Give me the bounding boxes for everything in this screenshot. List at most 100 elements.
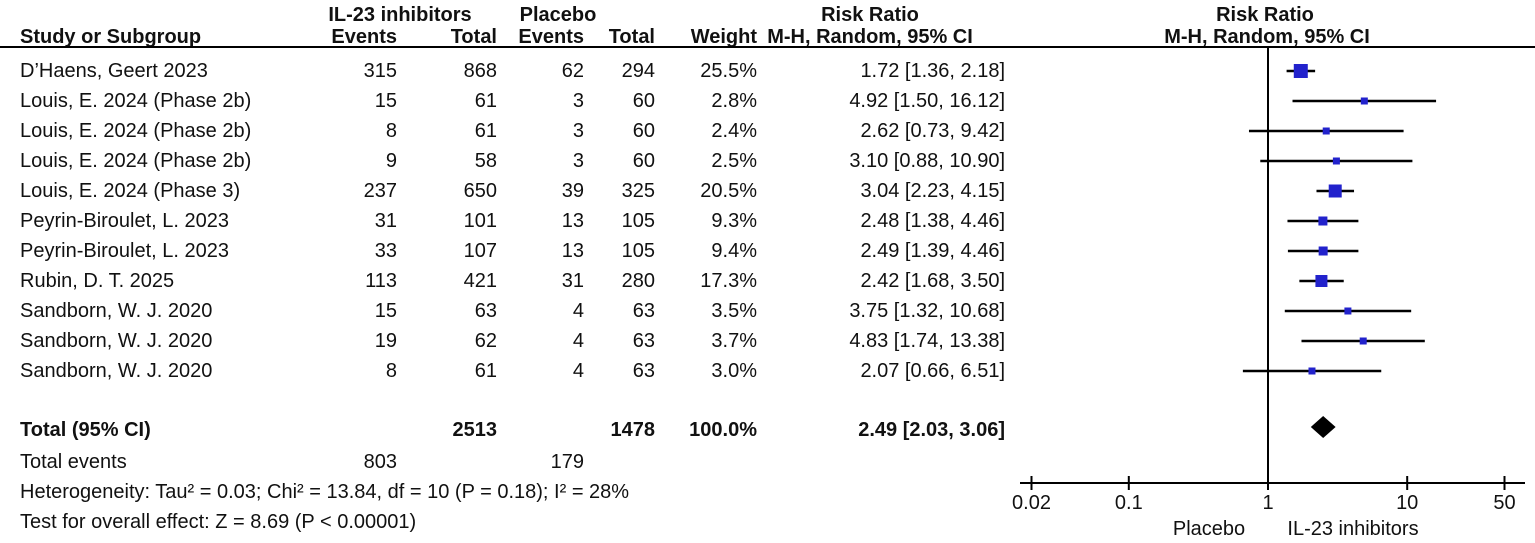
total-events-group1: 803	[363, 451, 397, 473]
weight-value: 20.5%	[700, 180, 757, 202]
risk-ratio-value: 3.75 [1.32, 10.68]	[849, 300, 1005, 322]
risk-ratio-plot-title: Risk Ratio	[1216, 4, 1314, 26]
header-divider	[0, 46, 1535, 48]
events2-value: 4	[572, 360, 584, 382]
col-header-total2: Total	[608, 26, 655, 48]
weight-value: 2.8%	[711, 90, 757, 112]
col-header-study: Study or Subgroup	[20, 26, 202, 48]
effect-size-marker	[1344, 307, 1352, 315]
effect-size-marker	[1308, 367, 1316, 375]
study-name: Sandborn, W. J. 2020	[20, 330, 213, 352]
total-events-label: Total events	[20, 451, 127, 473]
weight-value: 9.4%	[711, 240, 757, 262]
total1-value: 650	[463, 180, 497, 202]
weight-value: 2.4%	[711, 120, 757, 142]
events1-value: 315	[363, 60, 397, 82]
total1-value: 868	[463, 60, 497, 82]
axis-tick-label: 0.02	[1012, 492, 1051, 514]
events2-value: 62	[561, 60, 584, 82]
total1-value: 61	[474, 120, 497, 142]
total-row-rr: 2.49 [2.03, 3.06]	[858, 419, 1005, 441]
effect-size-marker	[1315, 275, 1328, 287]
events2-value: 3	[572, 90, 584, 112]
total-events-group2: 179	[550, 451, 584, 473]
risk-ratio-value: 4.83 [1.74, 13.38]	[849, 330, 1005, 352]
effect-size-marker	[1359, 337, 1367, 345]
total2-value: 325	[621, 180, 655, 202]
events1-value: 113	[365, 270, 397, 292]
col-header-events2: Events	[518, 26, 584, 48]
weight-value: 3.7%	[711, 330, 757, 352]
axis-tick-label: 1	[1262, 492, 1274, 514]
total2-value: 105	[621, 240, 655, 262]
events2-value: 4	[572, 330, 584, 352]
study-name: D’Haens, Geert 2023	[20, 60, 208, 82]
group-header-placebo: Placebo	[519, 4, 597, 26]
events2-value: 13	[561, 240, 584, 262]
study-name: Louis, E. 2024 (Phase 2b)	[20, 90, 252, 112]
risk-ratio-value: 3.10 [0.88, 10.90]	[849, 150, 1005, 172]
total2-value: 60	[632, 120, 655, 142]
events2-value: 4	[572, 300, 584, 322]
total-row-total1: 2513	[452, 419, 498, 441]
weight-value: 3.5%	[711, 300, 757, 322]
events1-value: 19	[374, 330, 397, 352]
total1-value: 61	[474, 360, 497, 382]
total-row-total2: 1478	[610, 419, 656, 441]
risk-ratio-value: 2.62 [0.73, 9.42]	[860, 120, 1005, 142]
events1-value: 8	[385, 360, 397, 382]
total2-value: 60	[632, 150, 655, 172]
events2-value: 31	[561, 270, 584, 292]
risk-ratio-text-title: Risk Ratio	[821, 4, 919, 26]
events1-value: 9	[385, 150, 397, 172]
events1-value: 15	[374, 300, 397, 322]
risk-ratio-value: 4.92 [1.50, 16.12]	[849, 90, 1005, 112]
events2-value: 39	[561, 180, 584, 202]
col-header-total1: Total	[450, 26, 497, 48]
total2-value: 63	[632, 300, 655, 322]
events1-value: 8	[385, 120, 397, 142]
total2-value: 63	[632, 330, 655, 352]
total2-value: 63	[632, 360, 655, 382]
total1-value: 101	[463, 210, 497, 232]
risk-ratio-value: 1.72 [1.36, 2.18]	[860, 60, 1005, 82]
group-header-il23: IL-23 inhibitors	[328, 4, 472, 26]
events2-value: 3	[572, 150, 584, 172]
summary-diamond	[1310, 416, 1336, 438]
weight-value: 25.5%	[700, 60, 757, 82]
study-name: Louis, E. 2024 (Phase 2b)	[20, 150, 252, 172]
total1-value: 62	[474, 330, 497, 352]
total1-value: 61	[474, 90, 497, 112]
events1-value: 33	[374, 240, 397, 262]
total-row-weight: 100.0%	[689, 419, 757, 441]
total2-value: 280	[621, 270, 655, 292]
study-name: Louis, E. 2024 (Phase 3)	[20, 180, 241, 202]
total1-value: 107	[463, 240, 497, 262]
axis-label-favours-placebo: Placebo	[1172, 518, 1246, 540]
heterogeneity-stats: Heterogeneity: Tau² = 0.03; Chi² = 13.84…	[20, 481, 630, 503]
effect-size-marker	[1293, 64, 1308, 78]
axis-tick-label: 0.1	[1114, 492, 1143, 514]
effect-size-marker	[1318, 216, 1328, 226]
events1-value: 15	[374, 90, 397, 112]
risk-ratio-value: 2.49 [1.39, 4.46]	[860, 240, 1005, 262]
study-name: Sandborn, W. J. 2020	[20, 360, 213, 382]
events2-value: 13	[561, 210, 584, 232]
risk-ratio-value: 2.07 [0.66, 6.51]	[860, 360, 1005, 382]
effect-size-marker	[1332, 157, 1340, 165]
events1-value: 237	[363, 180, 397, 202]
events2-value: 3	[572, 120, 584, 142]
col-header-weight: Weight	[690, 26, 757, 48]
study-name: Louis, E. 2024 (Phase 2b)	[20, 120, 252, 142]
total-row-label: Total (95% CI)	[20, 419, 151, 441]
col-header-events1: Events	[331, 26, 397, 48]
effect-size-marker	[1360, 97, 1368, 105]
effect-size-marker	[1318, 246, 1328, 256]
risk-ratio-value: 2.42 [1.68, 3.50]	[860, 270, 1005, 292]
study-name: Sandborn, W. J. 2020	[20, 300, 213, 322]
study-name: Rubin, D. T. 2025	[20, 270, 175, 292]
risk-ratio-plot-subtitle: M-H, Random, 95% CI	[1164, 26, 1370, 48]
weight-value: 2.5%	[711, 150, 757, 172]
